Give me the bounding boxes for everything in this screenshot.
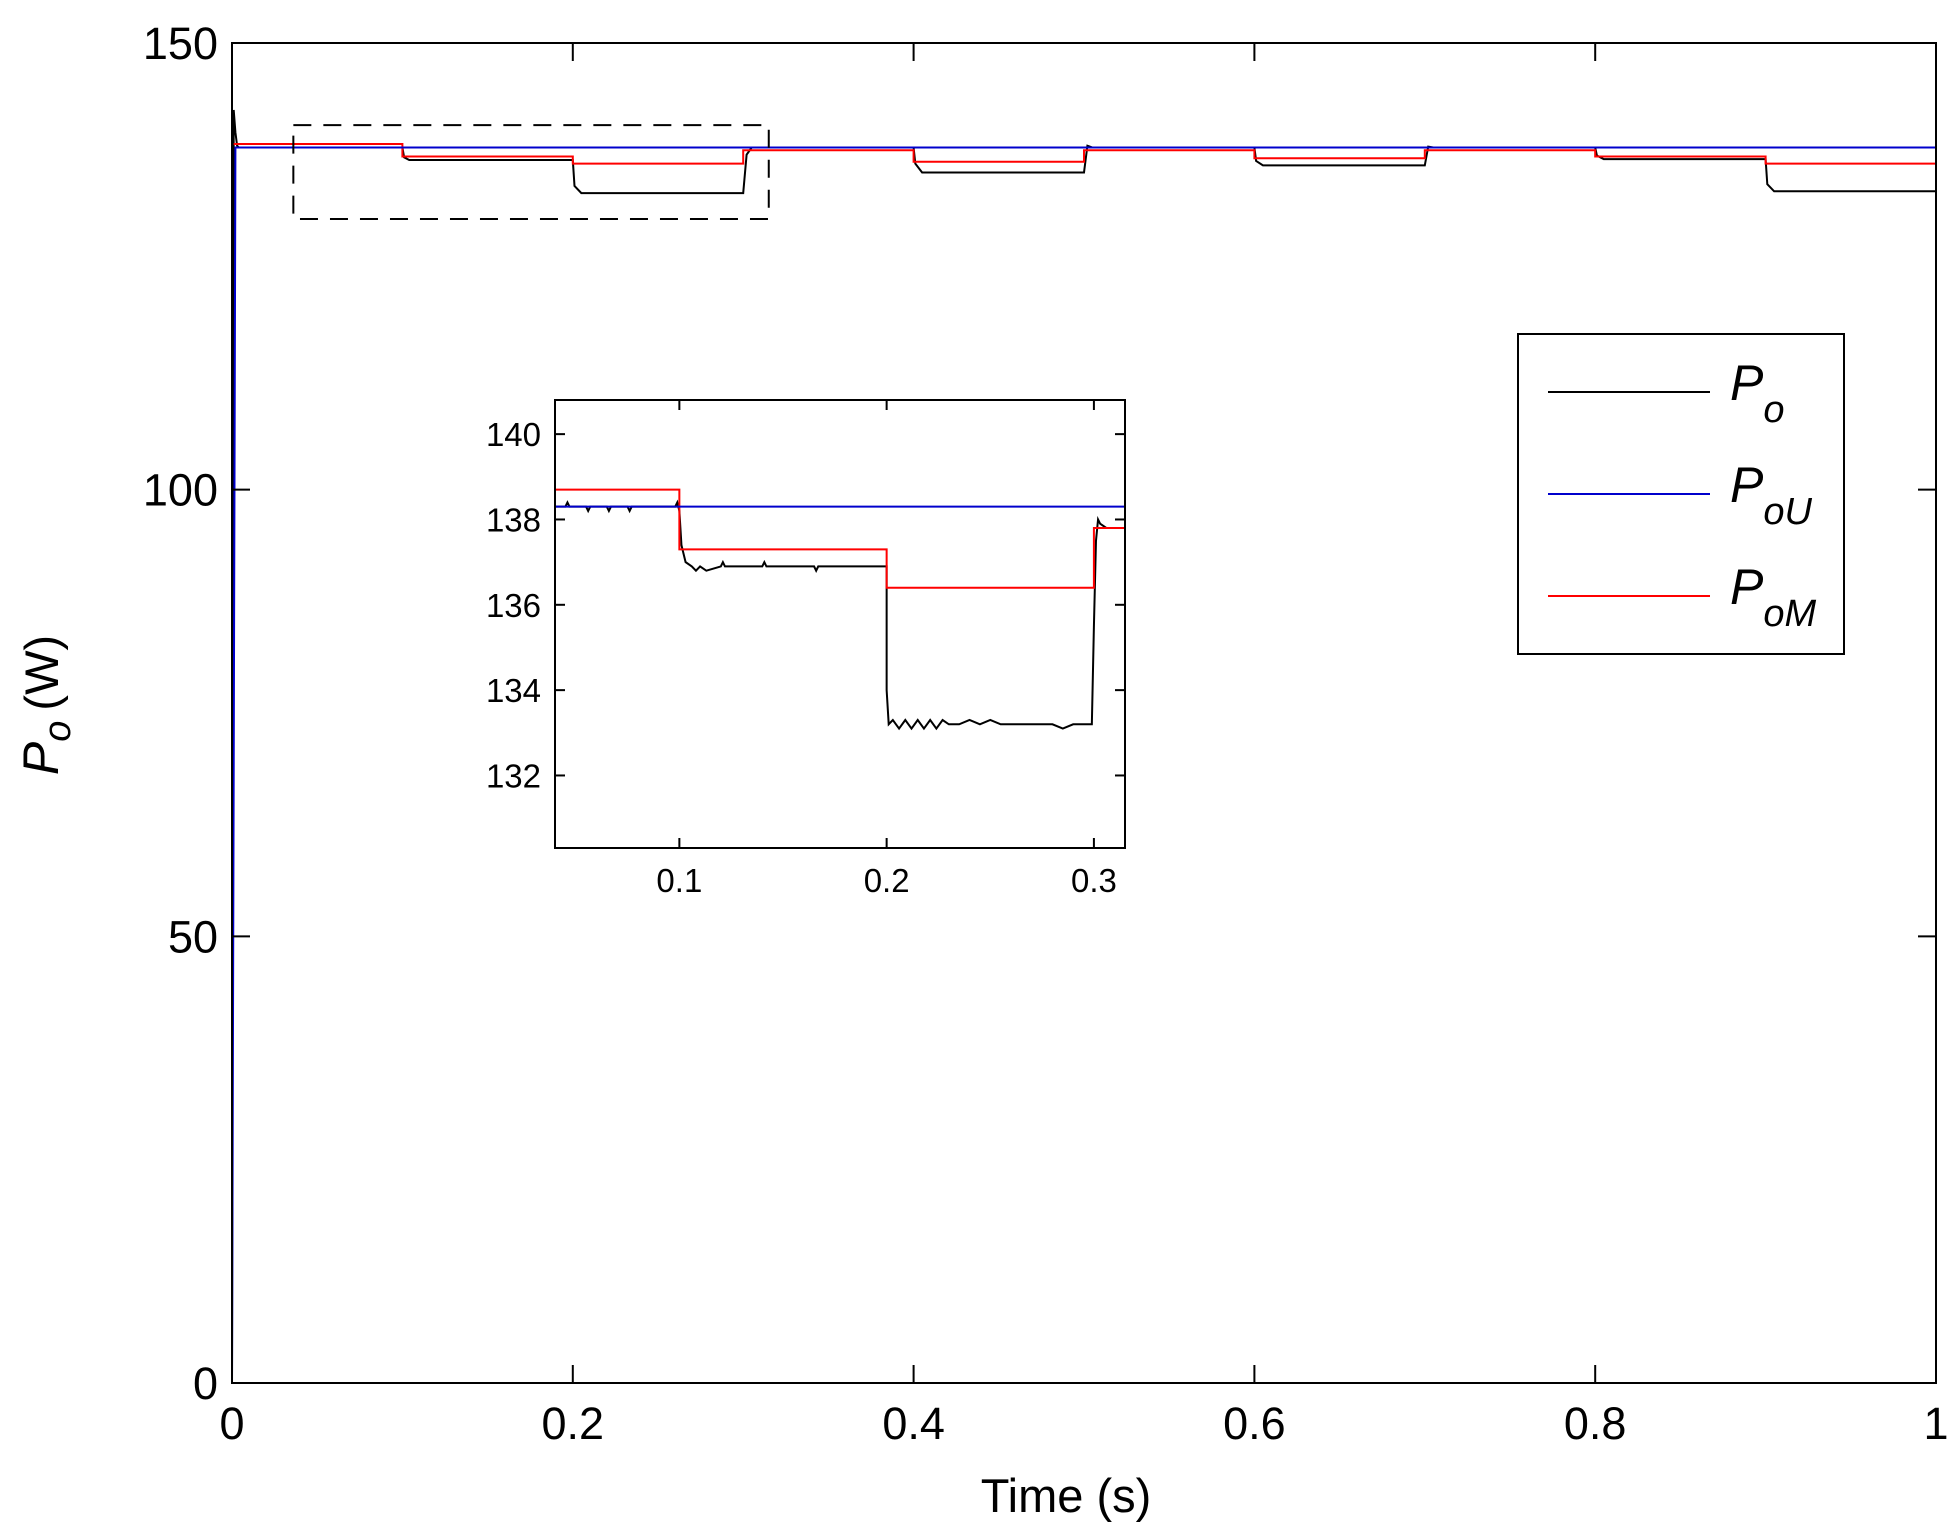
- main-xtick-label: 0: [219, 1398, 244, 1449]
- inset-background: [555, 400, 1125, 848]
- inset-ytick-label: 132: [486, 757, 541, 794]
- main-xtick-label: 0.4: [882, 1398, 945, 1449]
- inset-series-group: [555, 488, 1125, 731]
- inset-tick-group: 0.1 0.2 0.3 132 134 136 138 140: [486, 400, 1125, 899]
- main-xtick-label: 0.2: [542, 1398, 605, 1449]
- y-axis-label-symbol: P: [13, 741, 69, 775]
- main-tick-group: 0 0.2 0.4 0.6 0.8 1 0 50 100 150: [143, 18, 1949, 1449]
- y-axis-label: Po (W): [13, 635, 79, 775]
- main-ytick-label: 150: [143, 18, 218, 69]
- inset-ytick-label: 134: [486, 672, 541, 709]
- inset-plot-frame: [554, 399, 1126, 849]
- main-series-group: [232, 109, 1936, 1383]
- y-axis-label-subscript: o: [37, 721, 79, 742]
- legend: Po PoU PoM: [1517, 333, 1845, 655]
- y-axis-label-unit: (W): [15, 635, 68, 711]
- inset-series-pom: [555, 488, 1125, 589]
- inset-ytick-label: 140: [486, 416, 541, 453]
- legend-label-pom: PoM: [1730, 559, 1816, 635]
- main-plot: 0 0.2 0.4 0.6 0.8 1 0 50 100 150: [143, 18, 1949, 1449]
- main-series-pou: [232, 146, 1936, 1383]
- legend-label-po: Po: [1730, 355, 1785, 431]
- main-ytick-label: 50: [168, 911, 218, 962]
- main-ytick-label: 100: [143, 465, 218, 516]
- main-ytick-label: 0: [193, 1358, 218, 1409]
- inset-ytick-label: 138: [486, 501, 541, 538]
- inset-xtick-label: 0.3: [1071, 862, 1117, 899]
- inset-xtick-label: 0.1: [656, 862, 702, 899]
- legend-entry-pom: PoM: [1548, 559, 1816, 635]
- main-series-pom: [233, 142, 1936, 165]
- inset-ytick-label: 136: [486, 587, 541, 624]
- legend-entry-po: Po: [1548, 355, 1785, 431]
- legend-entry-pou: PoU: [1548, 457, 1812, 533]
- zoom-region-box: [292, 124, 770, 220]
- main-xtick-label: 0.6: [1223, 1398, 1286, 1449]
- inset-plot: 0.1 0.2 0.3 132 134 136 138 140: [486, 399, 1126, 899]
- main-plot-frame: [231, 42, 1937, 1384]
- main-xtick-label: 0.8: [1564, 1398, 1627, 1449]
- legend-label-pou: PoU: [1730, 457, 1812, 533]
- inset-xtick-label: 0.2: [864, 862, 910, 899]
- main-xtick-label: 1: [1923, 1398, 1948, 1449]
- x-axis-label: Time (s): [981, 1469, 1152, 1522]
